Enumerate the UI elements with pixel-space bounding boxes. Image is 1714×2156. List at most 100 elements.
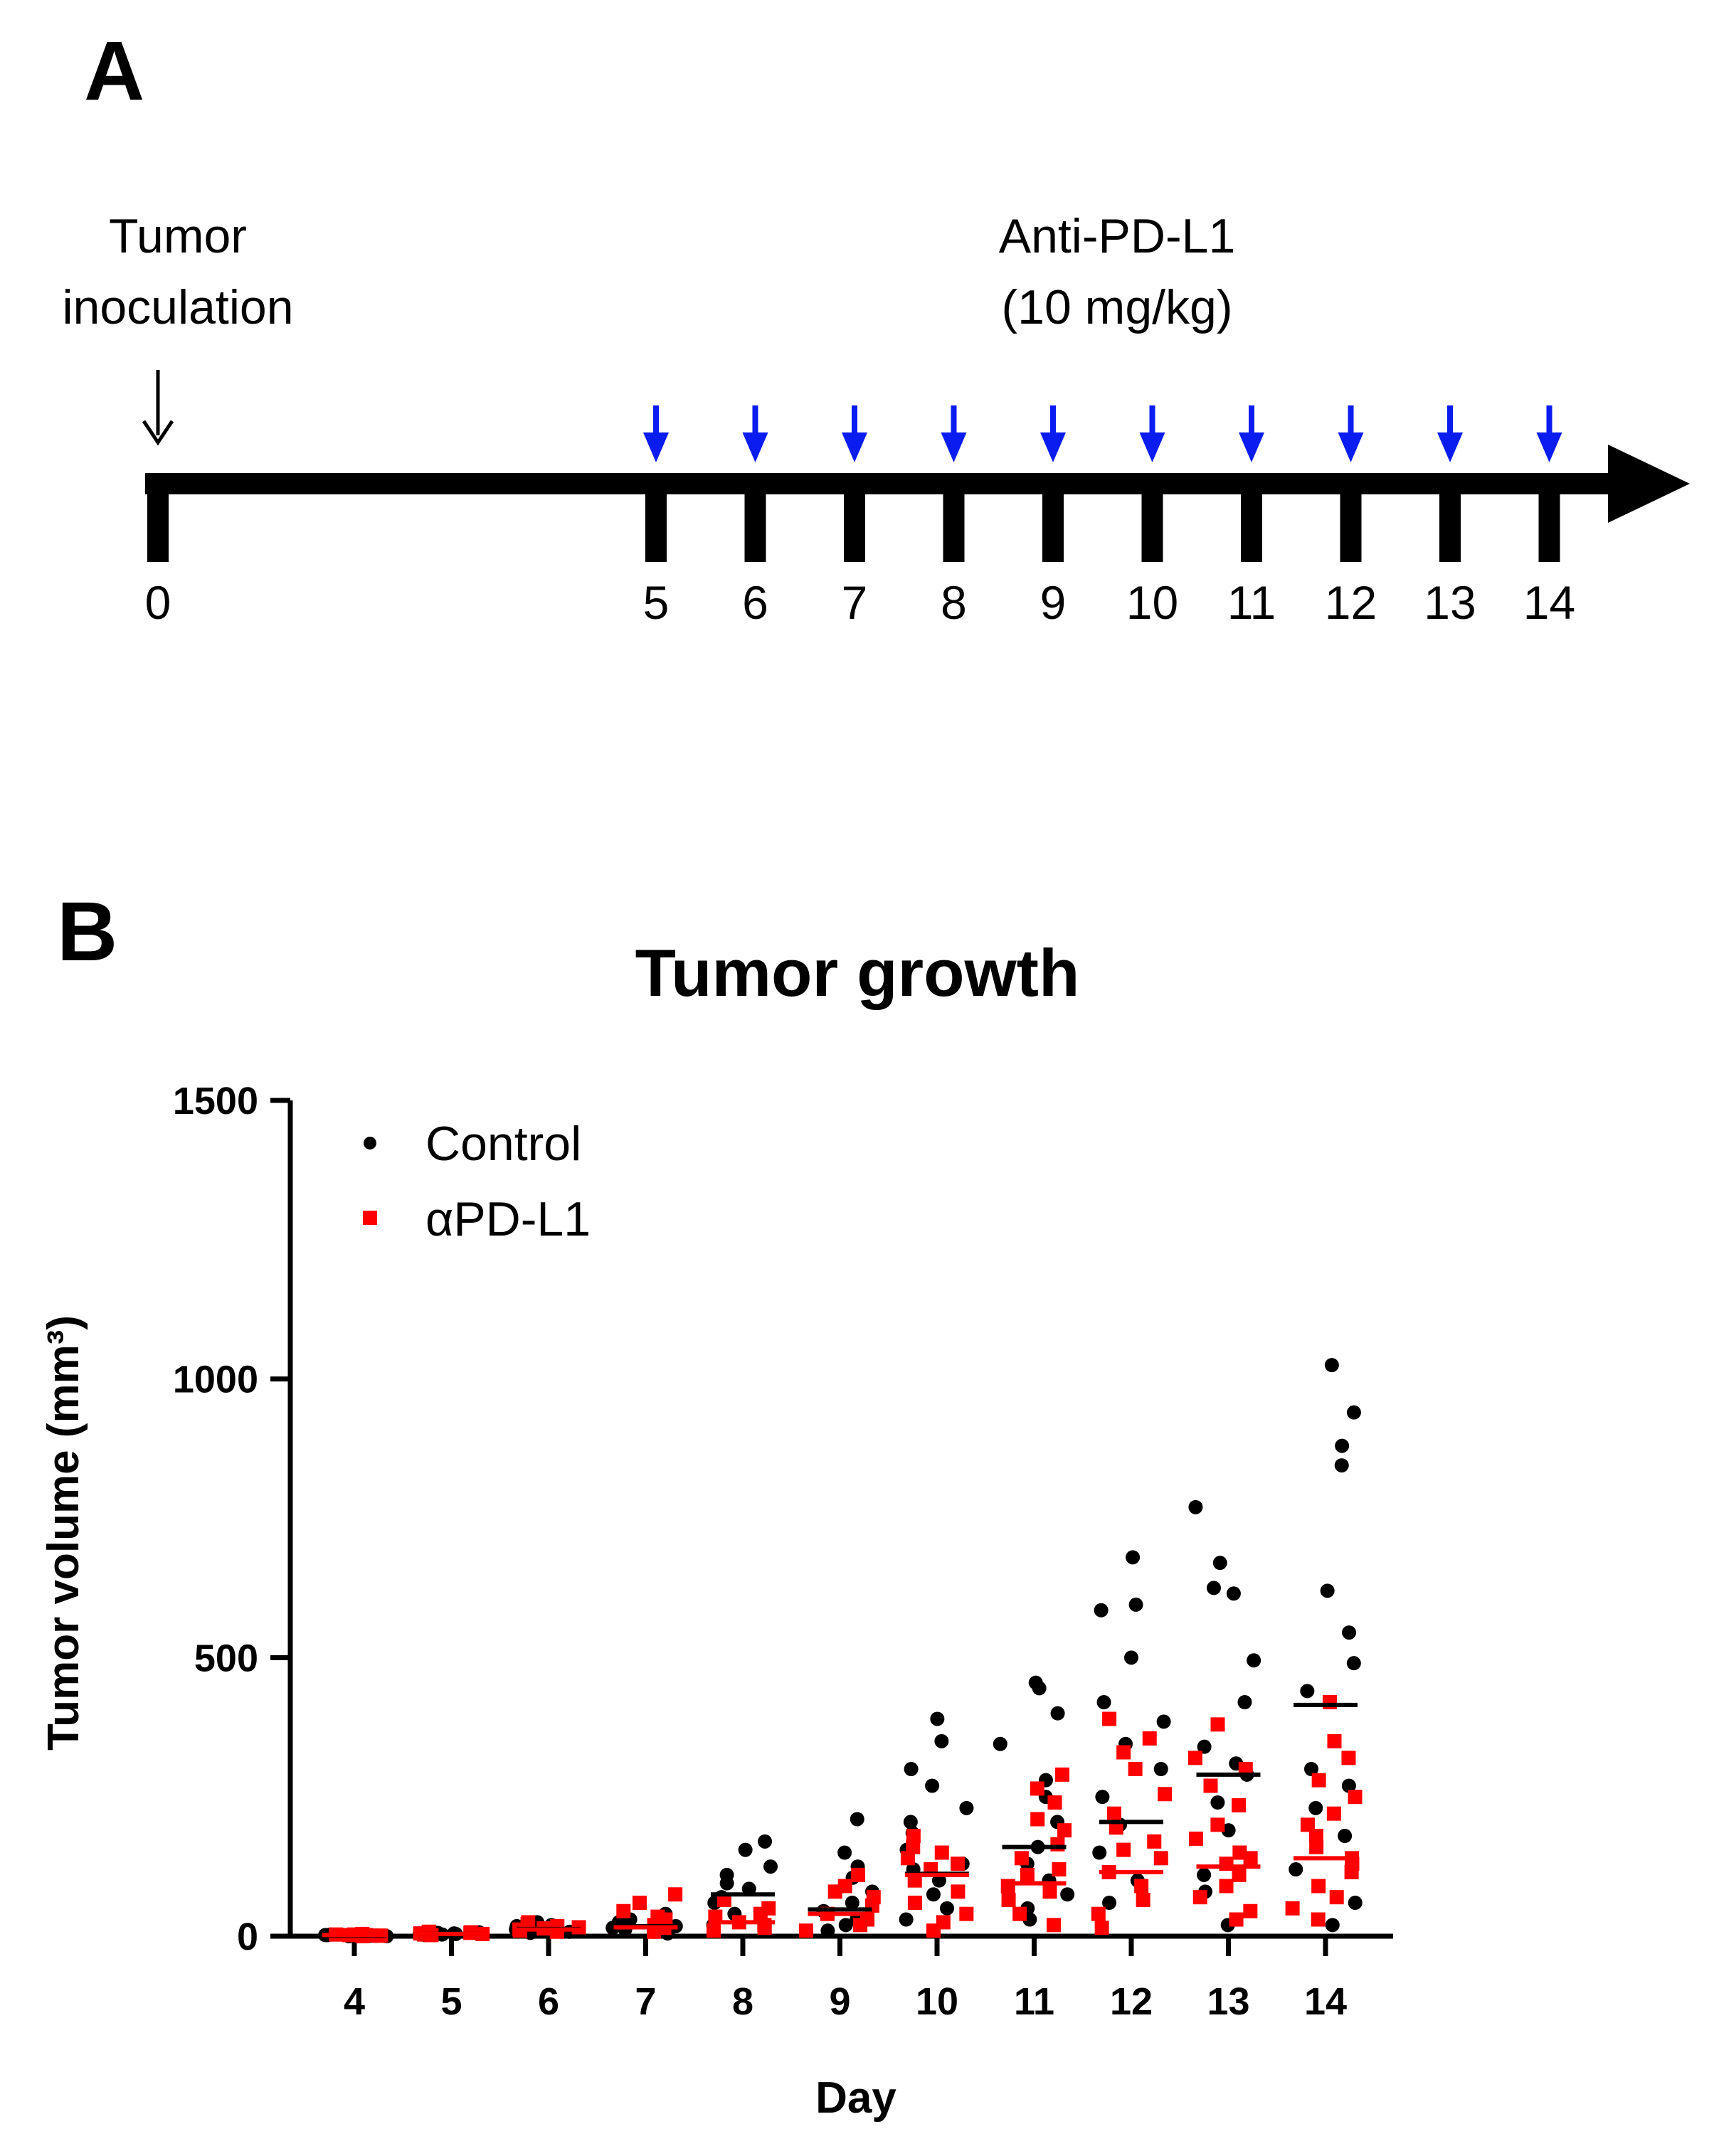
- apdl1-data-point: [1136, 1893, 1150, 1908]
- control-data-point: [1153, 1762, 1168, 1776]
- y-tick-label: 500: [194, 1637, 258, 1679]
- timeline-tick-label: 8: [941, 576, 967, 629]
- control-data-point: [1096, 1695, 1111, 1709]
- panel-b-letter: B: [57, 885, 117, 979]
- apdl1-data-point: [959, 1906, 974, 1921]
- dose-arrow-icon: [1239, 405, 1264, 462]
- apdl1-data-point: [1329, 1890, 1344, 1905]
- apdl1-data-point: [1309, 1839, 1324, 1854]
- treatment-label-line1: Anti-PD-L1: [999, 209, 1236, 263]
- apdl1-data-point: [650, 1909, 665, 1924]
- apdl1-data-point: [1232, 1797, 1247, 1812]
- inoculation-label-line1: Tumor: [109, 209, 247, 263]
- control-data-point: [1212, 1556, 1227, 1571]
- timeline-tick-label: 0: [145, 576, 171, 629]
- apdl1-data-point: [1285, 1901, 1300, 1916]
- apdl1-data-point: [706, 1923, 721, 1938]
- control-data-point: [1197, 1867, 1212, 1882]
- apdl1-data-point: [1158, 1787, 1173, 1802]
- x-tick-label: 10: [916, 1980, 958, 2023]
- legend-control-marker: [364, 1137, 376, 1149]
- apdl1-data-point: [1311, 1773, 1326, 1788]
- control-data-point: [1334, 1458, 1349, 1473]
- apdl1-data-point: [1219, 1879, 1234, 1894]
- apdl1-data-point: [900, 1851, 915, 1866]
- apdl1-data-point: [1052, 1862, 1067, 1876]
- apdl1-data-point: [1243, 1851, 1258, 1866]
- apdl1-data-point: [1030, 1812, 1045, 1827]
- apdl1-data-point: [1128, 1762, 1143, 1776]
- x-tick-label: 11: [1014, 1980, 1054, 2023]
- control-data-point: [837, 1845, 852, 1860]
- control-data-point: [1128, 1597, 1143, 1612]
- apdl1-data-point: [1047, 1795, 1062, 1810]
- apdl1-data-point: [1046, 1918, 1061, 1933]
- control-data-point: [719, 1867, 734, 1882]
- control-data-point: [1346, 1405, 1361, 1420]
- apdl1-data-point: [906, 1839, 921, 1854]
- control-data-point: [1156, 1714, 1171, 1729]
- apdl1-data-point: [1311, 1912, 1326, 1927]
- chart-legend: Control αPD-L1: [363, 1117, 591, 1246]
- control-data-point: [1308, 1800, 1323, 1815]
- control-data-point: [1050, 1706, 1065, 1721]
- apdl1-data-point: [1094, 1921, 1109, 1935]
- apdl1-data-point: [1153, 1851, 1168, 1866]
- apdl1-data-point: [1012, 1906, 1027, 1921]
- control-data-point: [1092, 1845, 1107, 1860]
- apdl1-data-point: [951, 1884, 966, 1899]
- apdl1-data-point: [1232, 1845, 1247, 1860]
- timeline-axis-line: [145, 473, 1611, 494]
- x-tick-label: 8: [732, 1980, 753, 2023]
- apdl1-data-point: [934, 1845, 949, 1860]
- x-tick-label: 4: [344, 1980, 365, 2023]
- x-tick-label: 14: [1304, 1980, 1347, 2023]
- timeline-tick-day-0: [147, 491, 169, 562]
- control-data-point: [1210, 1795, 1225, 1810]
- control-data-point: [1338, 1829, 1353, 1843]
- apdl1-data-point: [1327, 1733, 1342, 1748]
- x-tick-label: 7: [635, 1980, 656, 2023]
- timeline-tick-label: 13: [1424, 576, 1476, 629]
- apdl1-data-point: [549, 1924, 564, 1939]
- control-data-point: [959, 1800, 974, 1815]
- control-data-point: [1206, 1581, 1221, 1595]
- dose-arrow-icon: [842, 405, 867, 462]
- control-data-point: [1320, 1583, 1335, 1598]
- apdl1-data-point: [1232, 1867, 1247, 1882]
- chart-title: Tumor growth: [635, 935, 1080, 1010]
- timeline-tick-day-11: [1241, 491, 1262, 562]
- apdl1-data-point: [1311, 1879, 1326, 1894]
- y-tick-label: 1000: [173, 1359, 258, 1401]
- timeline-tick-day-5: [645, 491, 667, 562]
- control-data-point: [850, 1812, 864, 1827]
- legend-control-label: Control: [425, 1117, 581, 1171]
- control-data-point: [1341, 1778, 1356, 1793]
- x-tick-label: 5: [440, 1980, 462, 2023]
- apdl1-data-point: [1030, 1781, 1044, 1796]
- apdl1-data-point: [1308, 1829, 1323, 1843]
- apdl1-data-point: [1243, 1903, 1258, 1918]
- control-data-point: [899, 1912, 914, 1927]
- apdl1-data-point: [757, 1918, 772, 1933]
- timeline-tick-label: 6: [742, 576, 768, 629]
- legend-apdl1-label: αPD-L1: [425, 1192, 591, 1246]
- timeline-tick-day-9: [1042, 491, 1064, 562]
- apdl1-data-point: [907, 1896, 922, 1910]
- x-axis-label: Day: [815, 2073, 896, 2123]
- apdl1-data-point: [1116, 1842, 1131, 1857]
- apdl1-data-point: [1219, 1857, 1234, 1871]
- apdl1-data-point: [1055, 1767, 1070, 1782]
- inoculation-arrow-icon: [142, 370, 174, 446]
- timeline-tick-day-12: [1340, 491, 1362, 562]
- apdl1-data-point: [1001, 1893, 1016, 1908]
- control-data-point: [845, 1896, 859, 1910]
- control-data-point: [1304, 1762, 1319, 1776]
- control-data-point: [1032, 1681, 1047, 1696]
- x-tick-label: 13: [1207, 1980, 1249, 2023]
- apdl1-data-point: [1102, 1711, 1117, 1726]
- apdl1-data-point: [926, 1923, 941, 1938]
- apdl1-data-point: [1106, 1806, 1121, 1821]
- control-data-point: [1289, 1862, 1303, 1876]
- y-tick-label: 1500: [173, 1080, 258, 1122]
